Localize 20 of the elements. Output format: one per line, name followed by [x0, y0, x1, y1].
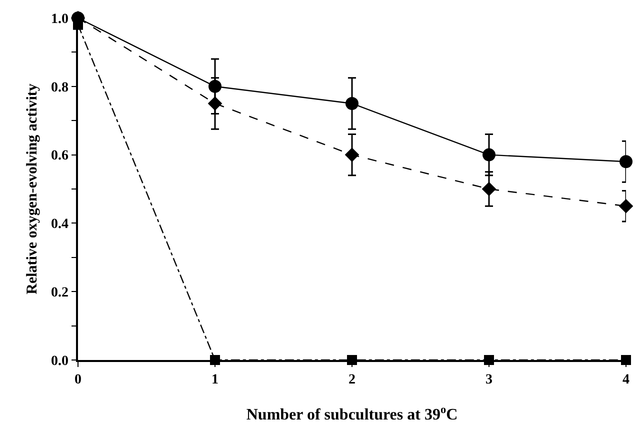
x-tick-label: 3	[486, 372, 492, 388]
y-tick-label: 1.0	[50, 12, 68, 27]
point	[482, 182, 496, 196]
x-tick-label: 1	[212, 372, 218, 388]
x-tick-label: 2	[348, 372, 356, 388]
y-tick-label: 0.6	[50, 148, 68, 164]
point	[620, 155, 632, 168]
x-tick-label: 0	[74, 372, 82, 388]
y-axis-title: Relative oxygen-evolving activity	[24, 83, 41, 294]
y-tick-label: 0.2	[50, 286, 68, 300]
y-tick-label: 0.4	[50, 217, 68, 232]
x-axis-title: Number of subcultures at 39$^{o}$C	[246, 404, 458, 424]
point	[482, 148, 496, 162]
x-tick-label: 4	[622, 372, 630, 388]
point	[208, 96, 222, 111]
point	[346, 97, 358, 110]
y-tick-label: 0.0	[50, 354, 68, 369]
y-tick-label: 0.8	[50, 80, 68, 96]
point	[618, 198, 634, 214]
point	[344, 148, 360, 162]
